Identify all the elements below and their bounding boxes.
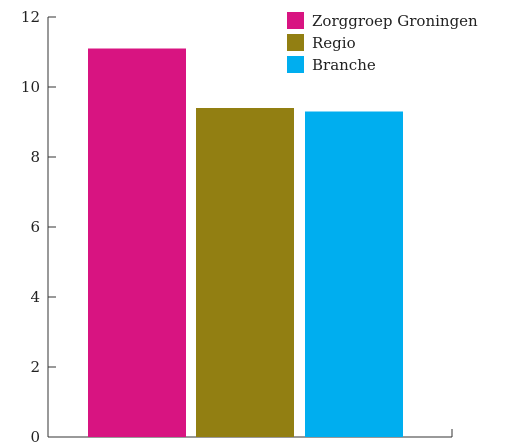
bar-2	[196, 108, 294, 437]
legend-label: Branche	[312, 56, 376, 74]
bar-3	[305, 111, 403, 437]
legend: Zorggroep Groningen Regio Branche	[287, 12, 478, 74]
y-tick-label: 0	[30, 428, 40, 445]
bars	[88, 48, 403, 437]
y-tick-label: 12	[21, 8, 40, 26]
legend-label: Zorggroep Groningen	[312, 12, 478, 30]
legend-swatch	[287, 56, 304, 73]
legend-swatch	[287, 34, 304, 51]
y-tick-label: 6	[30, 218, 40, 236]
y-axis: 0 2 4 6 8 10 12	[21, 8, 56, 445]
legend-swatch	[287, 12, 304, 29]
legend-label: Regio	[312, 34, 356, 52]
y-tick-label: 8	[30, 148, 40, 166]
bar-1	[88, 48, 186, 437]
y-tick-label: 4	[30, 288, 40, 306]
y-tick-label: 2	[30, 358, 40, 376]
y-tick-label: 10	[21, 78, 40, 96]
